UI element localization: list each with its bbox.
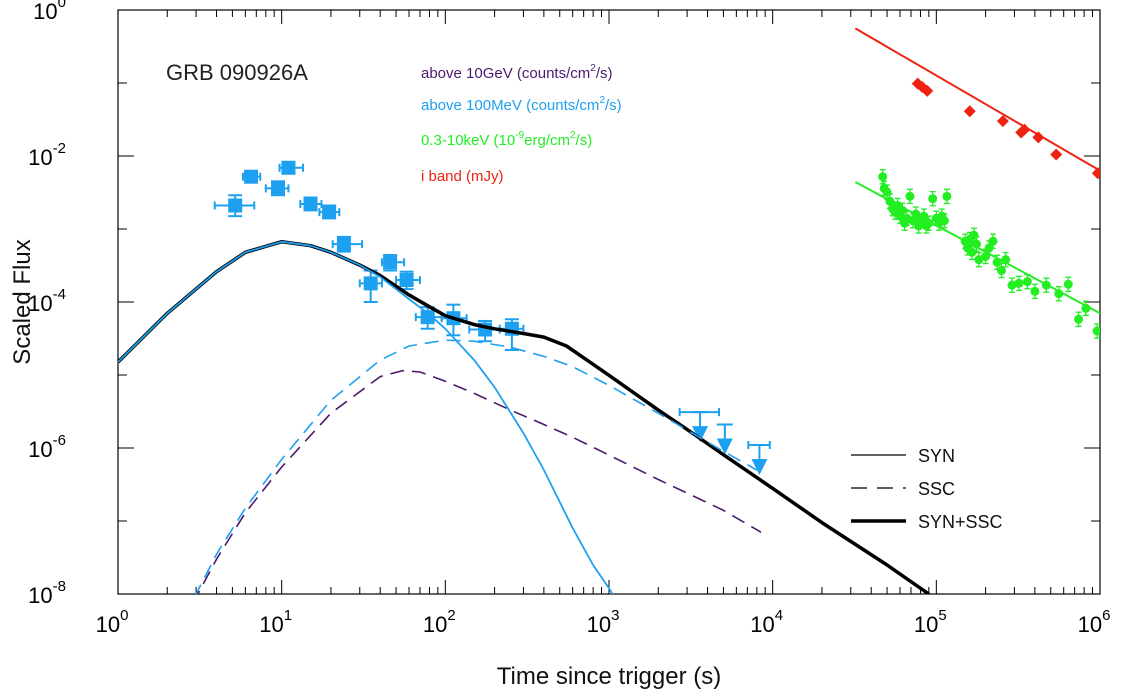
data-point — [1092, 323, 1100, 339]
legend-label: SYN — [918, 446, 955, 466]
series-line — [196, 369, 762, 594]
series-line — [854, 27, 1100, 172]
data-point — [678, 408, 720, 443]
x-tick-label: 100 — [96, 607, 129, 637]
data-point — [1018, 123, 1031, 136]
data-point — [1030, 283, 1040, 300]
series-line — [118, 239, 930, 594]
series-line — [118, 240, 614, 594]
data-point — [974, 251, 984, 268]
legend: SYN SSC SYN+SSC — [851, 446, 1003, 532]
series-line — [854, 181, 1100, 315]
annotation-label: above 100MeV (counts/cm2/s) — [421, 95, 622, 114]
axis-ticks — [117, 9, 1101, 595]
data-point — [1074, 311, 1084, 327]
data-point — [905, 188, 915, 205]
data-point — [928, 190, 938, 207]
y-tick-label: 10-4 — [28, 286, 66, 316]
data-point — [1007, 277, 1017, 293]
data-point — [1050, 148, 1063, 161]
data-point — [716, 423, 733, 455]
data-point — [747, 440, 771, 475]
data-point — [1014, 275, 1024, 292]
plot-area — [118, 27, 1100, 594]
data-point — [1063, 276, 1073, 292]
data-point — [264, 180, 290, 197]
y-tick-label: 10-6 — [28, 432, 66, 462]
x-tick-label: 101 — [259, 607, 292, 637]
data-point — [1032, 131, 1045, 144]
data-point — [331, 235, 364, 253]
data-point — [241, 169, 262, 184]
chart-title: GRB 090926A — [166, 60, 308, 85]
y-tick-label: 10-8 — [28, 578, 66, 608]
x-axis-title: Time since trigger (s) — [497, 663, 721, 690]
data-point — [942, 188, 952, 205]
x-tick-label: 106 — [1078, 607, 1111, 637]
data-point — [318, 204, 341, 220]
legend-label: SSC — [918, 479, 955, 499]
data-point — [988, 233, 998, 249]
series-layer — [118, 27, 1100, 594]
annotations: above 10GeV (counts/cm2/s) above 100MeV (… — [421, 63, 622, 185]
data-point — [278, 160, 304, 175]
legend-label: SYN+SSC — [918, 512, 1003, 532]
y-tick-label: 100 — [33, 0, 66, 24]
series-line — [195, 339, 758, 594]
data-point — [299, 196, 323, 212]
data-point — [921, 84, 934, 97]
data-point — [996, 115, 1009, 128]
tick-labels: 100 101 102 103 104 105 106 10-8 10-6 10-4 10-2 100 — [28, 0, 1110, 637]
data-point — [996, 262, 1006, 279]
annotation-label: i band (mJy) — [421, 168, 504, 185]
x-tick-label: 102 — [423, 607, 456, 637]
data-point — [380, 254, 406, 272]
y-tick-label: 10-2 — [28, 140, 66, 170]
x-tick-label: 103 — [587, 607, 620, 637]
annotation-label: above 10GeV (counts/cm2/s) — [421, 63, 613, 82]
annotation-label: 0.3-10keV (10-9erg/cm2/s) — [421, 130, 592, 149]
data-point — [963, 105, 976, 118]
y-axis-title: Scaled Flux — [9, 239, 36, 364]
x-tick-label: 104 — [750, 607, 783, 637]
data-point — [213, 194, 256, 218]
x-tick-label: 105 — [914, 607, 947, 637]
